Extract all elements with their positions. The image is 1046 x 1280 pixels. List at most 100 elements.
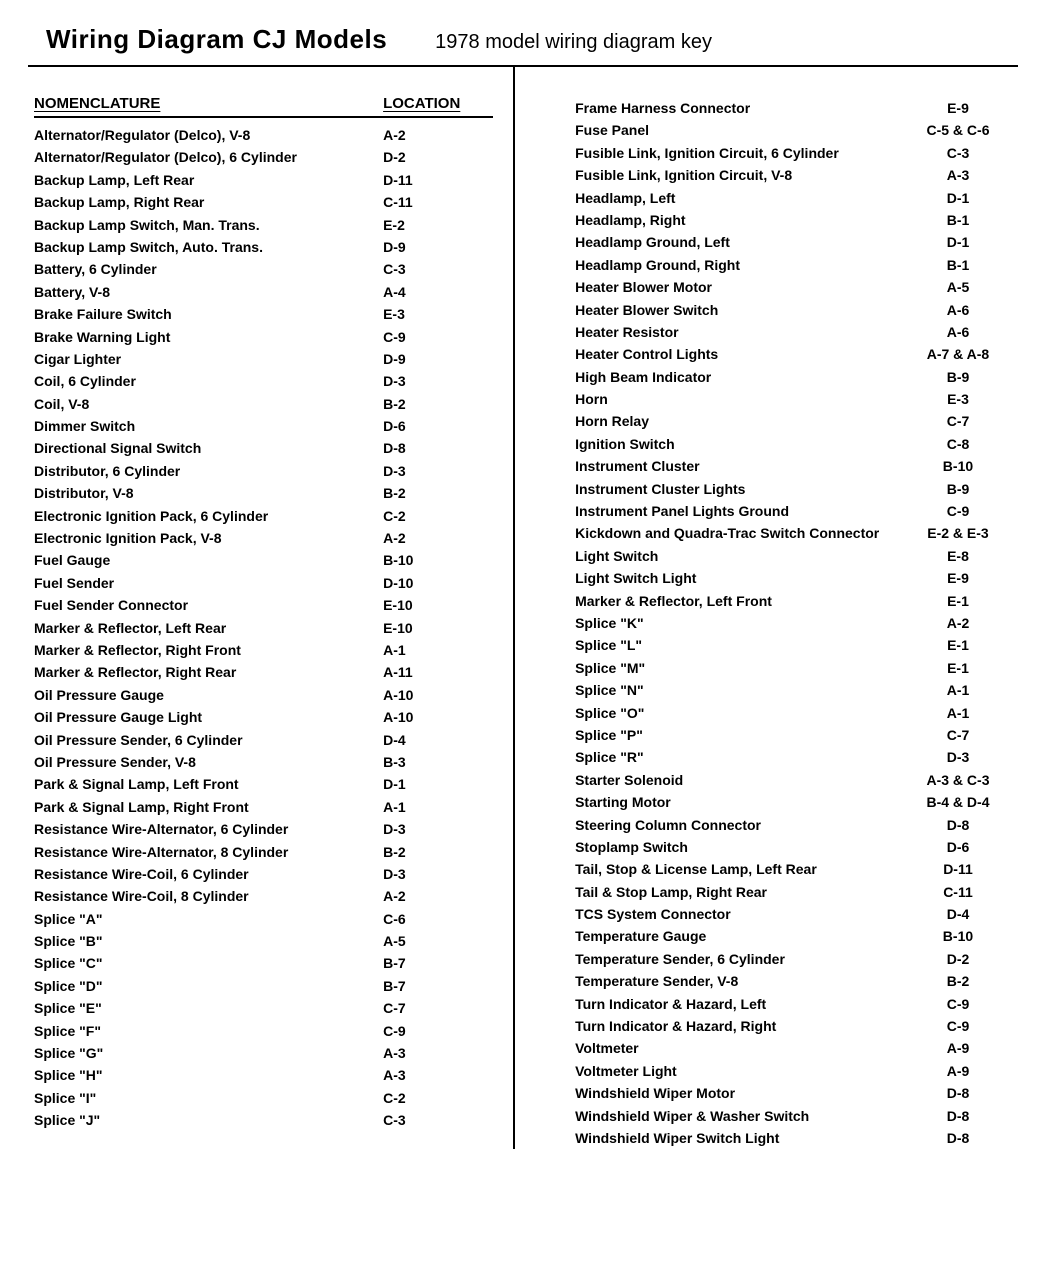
table-row: Oil Pressure GaugeA-10 <box>34 684 493 706</box>
columns-container: NOMENCLATURE LOCATION Alternator/Regulat… <box>28 67 1018 1149</box>
row-location: C-9 <box>383 1020 493 1042</box>
table-row: Heater Blower SwitchA-6 <box>575 299 1018 321</box>
row-location: A-3 & C-3 <box>898 769 1018 791</box>
row-location: D-3 <box>383 460 493 482</box>
row-location: E-2 & E-3 <box>898 522 1018 544</box>
row-name: Splice "J" <box>34 1109 383 1131</box>
page: Wiring Diagram CJ Models 1978 model wiri… <box>0 0 1046 1189</box>
row-name: Light Switch Light <box>575 567 898 589</box>
row-name: Park & Signal Lamp, Left Front <box>34 773 383 795</box>
row-name: Fusible Link, Ignition Circuit, V-8 <box>575 164 898 186</box>
table-row: Fuel Sender ConnectorE-10 <box>34 594 493 616</box>
row-name: Horn Relay <box>575 410 898 432</box>
table-row: Splice "F"C-9 <box>34 1020 493 1042</box>
table-row: Ignition SwitchC-8 <box>575 433 1018 455</box>
row-location: C-7 <box>898 724 1018 746</box>
row-name: Electronic Ignition Pack, V-8 <box>34 527 383 549</box>
table-row: Backup Lamp, Right RearC-11 <box>34 191 493 213</box>
table-row: Frame Harness ConnectorE-9 <box>575 97 1018 119</box>
row-name: Marker & Reflector, Right Front <box>34 639 383 661</box>
row-location: A-2 <box>383 124 493 146</box>
row-name: Instrument Panel Lights Ground <box>575 500 898 522</box>
row-location: A-1 <box>383 639 493 661</box>
row-name: Instrument Cluster Lights <box>575 478 898 500</box>
row-name: Splice "M" <box>575 657 898 679</box>
row-location: D-9 <box>383 236 493 258</box>
row-location: E-8 <box>898 545 1018 567</box>
row-name: Alternator/Regulator (Delco), 6 Cylinder <box>34 146 383 168</box>
row-location: B-7 <box>383 952 493 974</box>
table-row: Alternator/Regulator (Delco), 6 Cylinder… <box>34 146 493 168</box>
row-location: E-10 <box>383 617 493 639</box>
table-row: Resistance Wire-Coil, 6 CylinderD-3 <box>34 863 493 885</box>
table-row: Backup Lamp, Left RearD-11 <box>34 169 493 191</box>
row-location: D-9 <box>383 348 493 370</box>
table-row: Fusible Link, Ignition Circuit, 6 Cylind… <box>575 142 1018 164</box>
table-row: Splice "N"A-1 <box>575 679 1018 701</box>
row-name: Distributor, 6 Cylinder <box>34 460 383 482</box>
row-location: D-11 <box>383 169 493 191</box>
row-location: A-2 <box>383 885 493 907</box>
row-name: Heater Blower Switch <box>575 299 898 321</box>
row-location: E-1 <box>898 590 1018 612</box>
row-location: D-3 <box>898 746 1018 768</box>
table-row: Temperature GaugeB-10 <box>575 925 1018 947</box>
page-header: Wiring Diagram CJ Models 1978 model wiri… <box>28 24 1018 55</box>
table-row: Dimmer SwitchD-6 <box>34 415 493 437</box>
row-name: Fuse Panel <box>575 119 898 141</box>
row-location: C-7 <box>383 997 493 1019</box>
table-header: NOMENCLATURE LOCATION <box>34 95 493 118</box>
row-name: Brake Warning Light <box>34 326 383 348</box>
table-row: Fuse PanelC-5 & C-6 <box>575 119 1018 141</box>
table-row: Splice "E"C-7 <box>34 997 493 1019</box>
table-row: Directional Signal SwitchD-8 <box>34 437 493 459</box>
row-name: Splice "A" <box>34 908 383 930</box>
row-name: Starter Solenoid <box>575 769 898 791</box>
row-location: E-10 <box>383 594 493 616</box>
row-location: A-3 <box>898 164 1018 186</box>
left-rows: Alternator/Regulator (Delco), V-8A-2Alte… <box>34 124 493 1132</box>
row-name: Resistance Wire-Alternator, 8 Cylinder <box>34 841 383 863</box>
row-name: Cigar Lighter <box>34 348 383 370</box>
table-row: Fusible Link, Ignition Circuit, V-8A-3 <box>575 164 1018 186</box>
row-location: D-1 <box>898 187 1018 209</box>
row-location: B-1 <box>898 209 1018 231</box>
table-row: Splice "J"C-3 <box>34 1109 493 1131</box>
row-location: E-3 <box>898 388 1018 410</box>
table-row: Splice "O"A-1 <box>575 702 1018 724</box>
row-location: B-1 <box>898 254 1018 276</box>
row-name: Oil Pressure Sender, 6 Cylinder <box>34 729 383 751</box>
row-name: Heater Blower Motor <box>575 276 898 298</box>
row-location: C-9 <box>898 993 1018 1015</box>
row-name: Backup Lamp Switch, Auto. Trans. <box>34 236 383 258</box>
row-name: Headlamp, Left <box>575 187 898 209</box>
row-name: Resistance Wire-Alternator, 6 Cylinder <box>34 818 383 840</box>
row-name: Kickdown and Quadra-Trac Switch Connecto… <box>575 522 898 544</box>
row-location: B-2 <box>898 970 1018 992</box>
table-row: Marker & Reflector, Right FrontA-1 <box>34 639 493 661</box>
row-name: Headlamp Ground, Right <box>575 254 898 276</box>
table-row: Brake Failure SwitchE-3 <box>34 303 493 325</box>
row-name: Splice "L" <box>575 634 898 656</box>
row-name: Splice "D" <box>34 975 383 997</box>
table-row: Backup Lamp Switch, Auto. Trans.D-9 <box>34 236 493 258</box>
row-location: B-4 & D-4 <box>898 791 1018 813</box>
row-location: E-1 <box>898 634 1018 656</box>
table-row: Windshield Wiper MotorD-8 <box>575 1082 1018 1104</box>
col-header-location: LOCATION <box>383 95 493 112</box>
row-name: Oil Pressure Gauge <box>34 684 383 706</box>
row-location: C-5 & C-6 <box>898 119 1018 141</box>
left-column: NOMENCLATURE LOCATION Alternator/Regulat… <box>28 67 513 1149</box>
row-location: D-1 <box>898 231 1018 253</box>
table-row: Splice "G"A-3 <box>34 1042 493 1064</box>
row-name: Splice "O" <box>575 702 898 724</box>
table-row: Park & Signal Lamp, Right FrontA-1 <box>34 796 493 818</box>
row-name: Windshield Wiper Motor <box>575 1082 898 1104</box>
table-row: Splice "C"B-7 <box>34 952 493 974</box>
row-location: E-1 <box>898 657 1018 679</box>
row-name: Starting Motor <box>575 791 898 813</box>
table-row: Electronic Ignition Pack, V-8A-2 <box>34 527 493 549</box>
row-location: C-11 <box>898 881 1018 903</box>
row-name: Splice "I" <box>34 1087 383 1109</box>
table-row: Splice "D"B-7 <box>34 975 493 997</box>
